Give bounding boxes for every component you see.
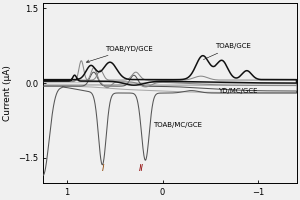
Text: TOAB/MC/GCE: TOAB/MC/GCE [153, 122, 202, 128]
Text: TOAB/GCE: TOAB/GCE [203, 43, 251, 60]
Text: I: I [102, 164, 104, 173]
Y-axis label: Current (μA): Current (μA) [4, 65, 13, 121]
Text: YD/MC/GCE: YD/MC/GCE [218, 88, 258, 94]
Text: II: II [139, 164, 144, 173]
Text: TOAB/YD/GCE: TOAB/YD/GCE [86, 46, 153, 63]
